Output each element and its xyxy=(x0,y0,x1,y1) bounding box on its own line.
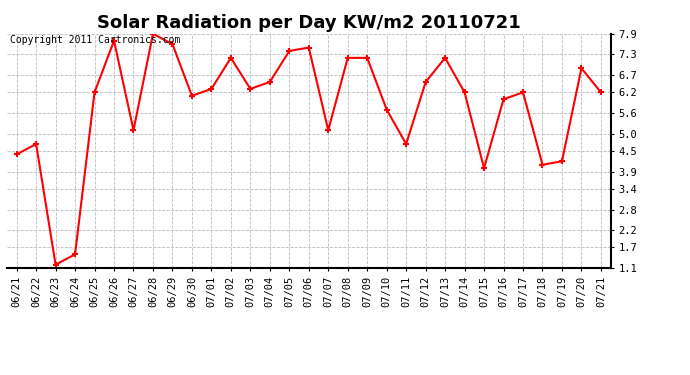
Text: Copyright 2011 Cartronics.com: Copyright 2011 Cartronics.com xyxy=(10,35,180,45)
Title: Solar Radiation per Day KW/m2 20110721: Solar Radiation per Day KW/m2 20110721 xyxy=(97,14,521,32)
